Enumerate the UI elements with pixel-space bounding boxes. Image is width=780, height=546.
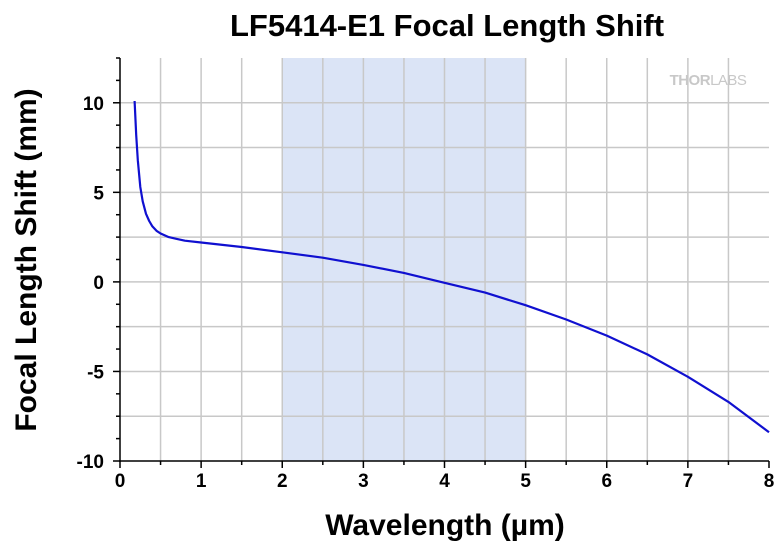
gridlines bbox=[120, 58, 769, 461]
x-axis-title: Wavelength (µm) bbox=[325, 509, 565, 542]
tick-labels: 0 1 2 3 4 5 6 7 8 10 5 0 -5 -10 bbox=[77, 94, 775, 492]
x-tick-label: 0 bbox=[115, 471, 126, 492]
y-tick-label: 10 bbox=[83, 94, 104, 115]
x-tick-label: 6 bbox=[601, 471, 612, 492]
y-axis-title: Focal Length Shift (mm) bbox=[10, 88, 43, 431]
y-tick-label: -10 bbox=[77, 452, 104, 473]
series-layer bbox=[133, 100, 770, 434]
x-tick-label: 4 bbox=[439, 471, 450, 492]
axes bbox=[113, 57, 770, 468]
thorlabs-watermark: THORLABS bbox=[670, 72, 747, 89]
x-tick-label: 7 bbox=[683, 471, 694, 492]
x-tick-label: 8 bbox=[764, 471, 775, 492]
y-tick-label: -5 bbox=[87, 362, 104, 383]
x-tick-label: 1 bbox=[196, 471, 207, 492]
focal-shift-line bbox=[133, 100, 770, 434]
watermark-part-a: THOR bbox=[670, 72, 711, 89]
watermark-part-b: LABS bbox=[710, 72, 747, 89]
y-tick-label: 5 bbox=[93, 183, 104, 204]
x-tick-label: 5 bbox=[520, 471, 531, 492]
y-tick-label: 0 bbox=[93, 273, 104, 294]
x-tick-label: 3 bbox=[358, 471, 369, 492]
x-tick-label: 2 bbox=[277, 471, 288, 492]
chart-title: LF5414-E1 Focal Length Shift bbox=[230, 8, 664, 43]
